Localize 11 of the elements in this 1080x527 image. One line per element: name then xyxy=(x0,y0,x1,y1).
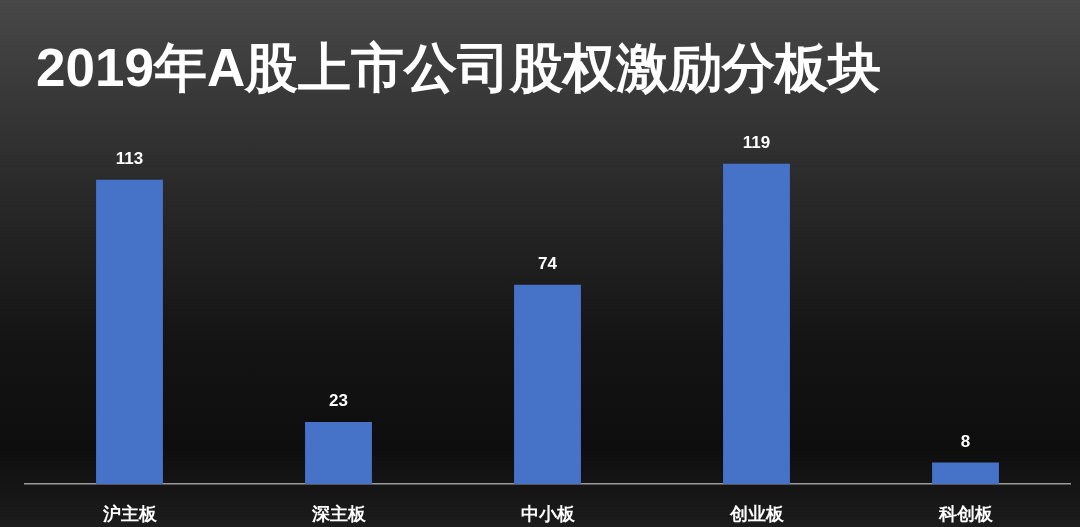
x-tick-label: 创业板 xyxy=(728,503,785,524)
data-label: 119 xyxy=(742,132,771,152)
x-tick-label: 科创板 xyxy=(937,503,994,524)
chart-title: 2019年A股上市公司股权激励分板块 xyxy=(36,38,882,97)
x-tick-label: 深主板 xyxy=(310,503,367,524)
data-label: 113 xyxy=(115,149,144,169)
data-label: 8 xyxy=(960,431,971,451)
data-label: 74 xyxy=(538,254,558,273)
x-tick-label: 中小板 xyxy=(520,503,576,524)
x-tick-label: 沪主板 xyxy=(101,503,158,524)
data-label: 23 xyxy=(329,391,348,411)
